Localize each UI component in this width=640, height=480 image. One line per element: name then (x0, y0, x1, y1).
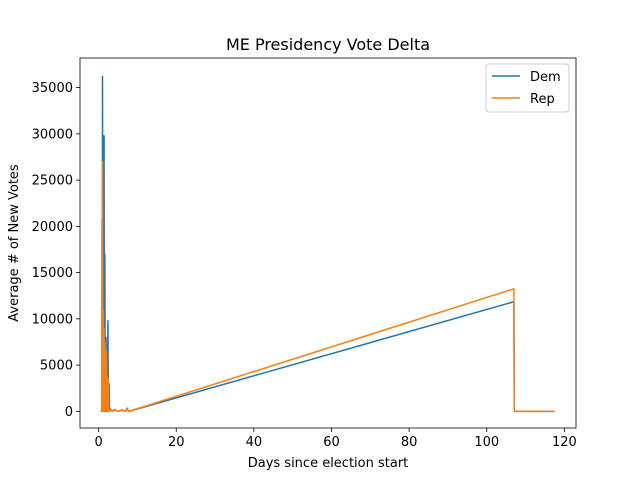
y-tick-label: 25000 (32, 174, 73, 189)
y-tick-label: 15000 (32, 266, 73, 281)
plot-frame (79, 57, 577, 429)
x-tick-label: 100 (474, 435, 499, 450)
x-axis: 0 20 40 60 80 100 120 (94, 428, 577, 450)
series-line-dem (100, 75, 555, 413)
y-axis: 0 5000 10000 15000 20000 25000 30000 35000 (32, 81, 80, 420)
legend-label-rep: Rep (530, 92, 555, 107)
y-tick-label: 35000 (32, 81, 73, 96)
x-tick-label: 80 (401, 435, 418, 450)
y-tick-label: 20000 (32, 220, 73, 235)
x-tick-label: 120 (552, 435, 577, 450)
y-axis-label: Average # of New Votes (7, 164, 22, 322)
x-axis-label: Days since election start (248, 456, 409, 471)
y-tick-label: 10000 (32, 312, 73, 327)
y-tick-label: 0 (65, 405, 73, 420)
y-tick-label: 5000 (40, 359, 73, 374)
y-tick-label: 30000 (32, 127, 73, 142)
x-tick-label: 60 (323, 435, 340, 450)
x-tick-label: 0 (94, 435, 102, 450)
chart-title: ME Presidency Vote Delta (226, 35, 430, 54)
plot-lines (100, 75, 555, 413)
x-tick-label: 40 (246, 435, 263, 450)
series-line-rep (100, 160, 555, 413)
x-tick-label: 20 (168, 435, 185, 450)
legend-label-dem: Dem (530, 70, 561, 85)
legend: Dem Rep (485, 63, 570, 113)
